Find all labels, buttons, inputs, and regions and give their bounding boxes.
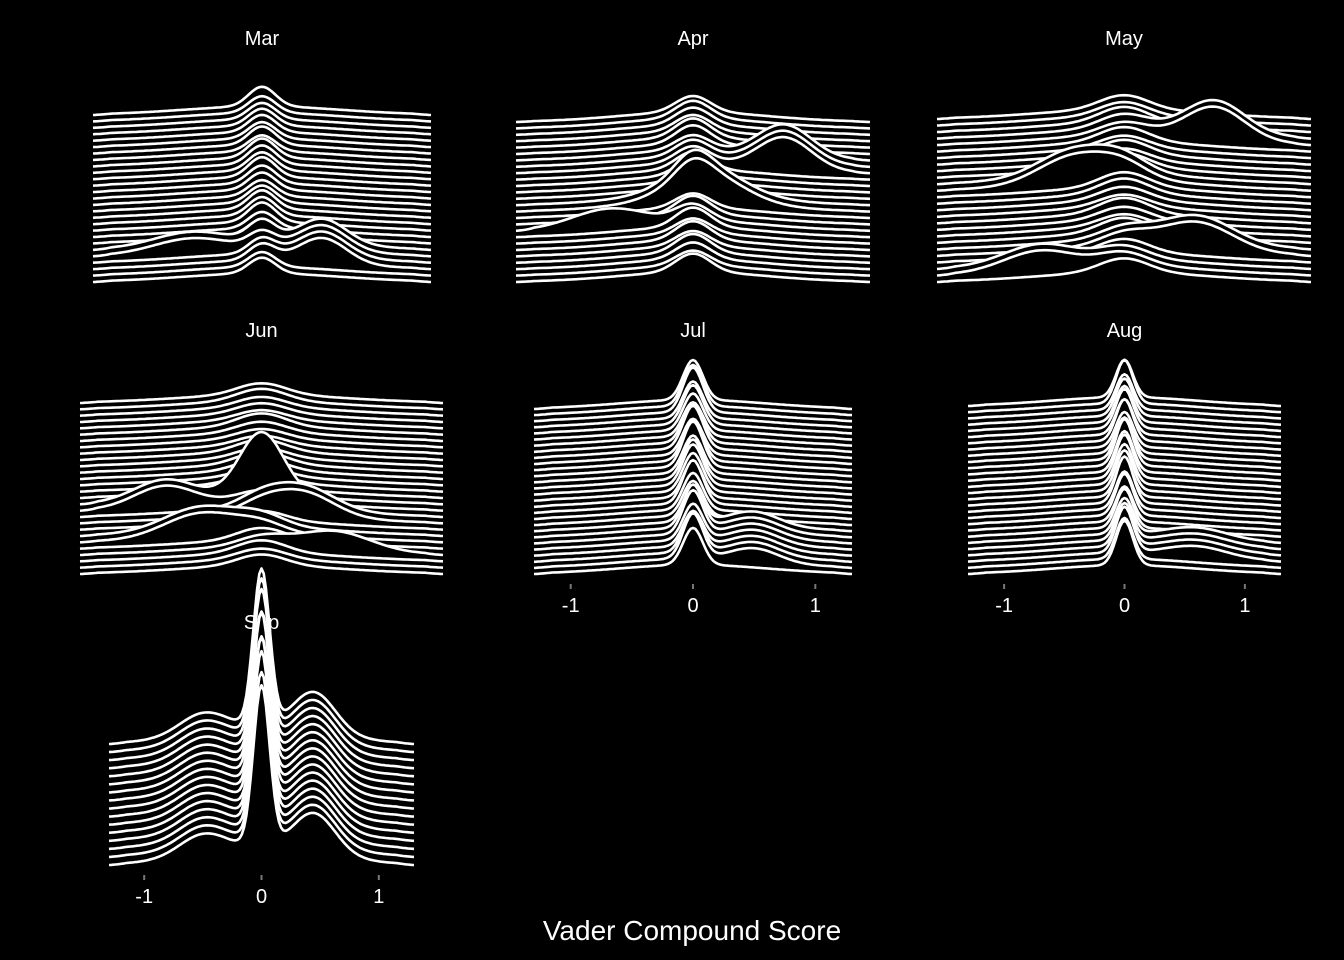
x-axis-title: Vader Compound Score <box>543 915 841 946</box>
ridge-line-apr-1 <box>515 252 871 284</box>
x-tick-label: 0 <box>256 886 267 908</box>
panel-jun: Jun <box>79 320 444 576</box>
panel-may: May <box>936 28 1312 284</box>
ridge-line-aug-1 <box>967 519 1282 576</box>
x-tick-label: 1 <box>1239 595 1250 617</box>
panel-aug: Aug -1 0 1 <box>967 320 1282 617</box>
panel-title: Mar <box>245 28 280 50</box>
x-tick-label: 1 <box>810 595 821 617</box>
ridge-line-jun-9 <box>79 487 444 525</box>
panel-sep: Sep-101 <box>108 567 415 908</box>
panel-mar: Mar <box>92 28 432 284</box>
ridge-line-mar-1 <box>92 256 432 284</box>
panel-title: Aug <box>1107 320 1143 342</box>
x-tick-label: 1 <box>373 886 384 908</box>
panel-title: Apr <box>677 28 708 50</box>
x-tick-label: -1 <box>135 886 153 908</box>
panel-title: Jul <box>680 320 706 342</box>
x-tick-label: -1 <box>562 595 580 617</box>
panel-jul: Jul -1 0 1 <box>533 320 853 617</box>
x-tick-label: -1 <box>995 595 1013 617</box>
panel-title: May <box>1105 28 1143 50</box>
ridge-line-jun-1 <box>79 553 444 576</box>
panel-title: Jun <box>245 320 277 342</box>
x-tick-label: 0 <box>687 595 698 617</box>
ridge-line-sep-1 <box>108 684 415 867</box>
ridge-line-jul-1 <box>533 526 853 576</box>
x-tick-label: 0 <box>1119 595 1130 617</box>
ridge-line-apr-12 <box>515 156 871 213</box>
ridge-line-may-1 <box>936 257 1312 284</box>
panel-apr: Apr <box>515 28 871 284</box>
